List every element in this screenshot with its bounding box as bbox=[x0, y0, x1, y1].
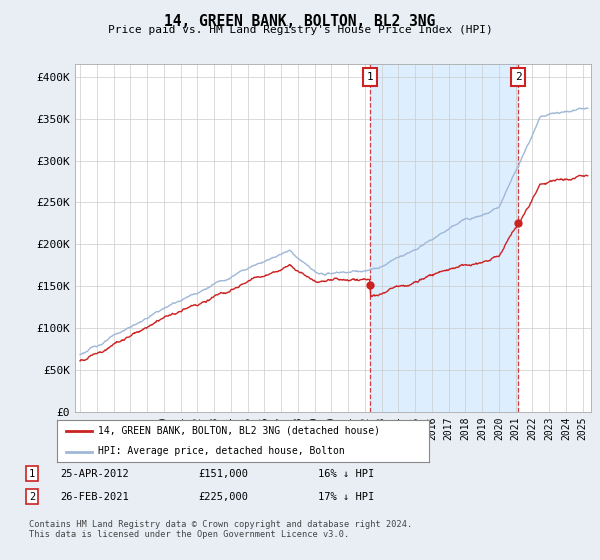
Text: 17% ↓ HPI: 17% ↓ HPI bbox=[318, 492, 374, 502]
Text: £151,000: £151,000 bbox=[198, 469, 248, 479]
Text: Contains HM Land Registry data © Crown copyright and database right 2024.
This d: Contains HM Land Registry data © Crown c… bbox=[29, 520, 412, 539]
Text: 14, GREEN BANK, BOLTON, BL2 3NG (detached house): 14, GREEN BANK, BOLTON, BL2 3NG (detache… bbox=[98, 426, 380, 436]
Text: 1: 1 bbox=[29, 469, 35, 479]
Text: 16% ↓ HPI: 16% ↓ HPI bbox=[318, 469, 374, 479]
Text: 14, GREEN BANK, BOLTON, BL2 3NG: 14, GREEN BANK, BOLTON, BL2 3NG bbox=[164, 14, 436, 29]
Text: 2: 2 bbox=[515, 72, 521, 82]
Text: 1: 1 bbox=[367, 72, 374, 82]
Text: Price paid vs. HM Land Registry's House Price Index (HPI): Price paid vs. HM Land Registry's House … bbox=[107, 25, 493, 35]
Bar bbox=[370, 64, 518, 412]
Text: HPI: Average price, detached house, Bolton: HPI: Average price, detached house, Bolt… bbox=[98, 446, 344, 456]
Text: 25-APR-2012: 25-APR-2012 bbox=[60, 469, 129, 479]
Text: 2: 2 bbox=[29, 492, 35, 502]
Text: £225,000: £225,000 bbox=[198, 492, 248, 502]
Text: 26-FEB-2021: 26-FEB-2021 bbox=[60, 492, 129, 502]
